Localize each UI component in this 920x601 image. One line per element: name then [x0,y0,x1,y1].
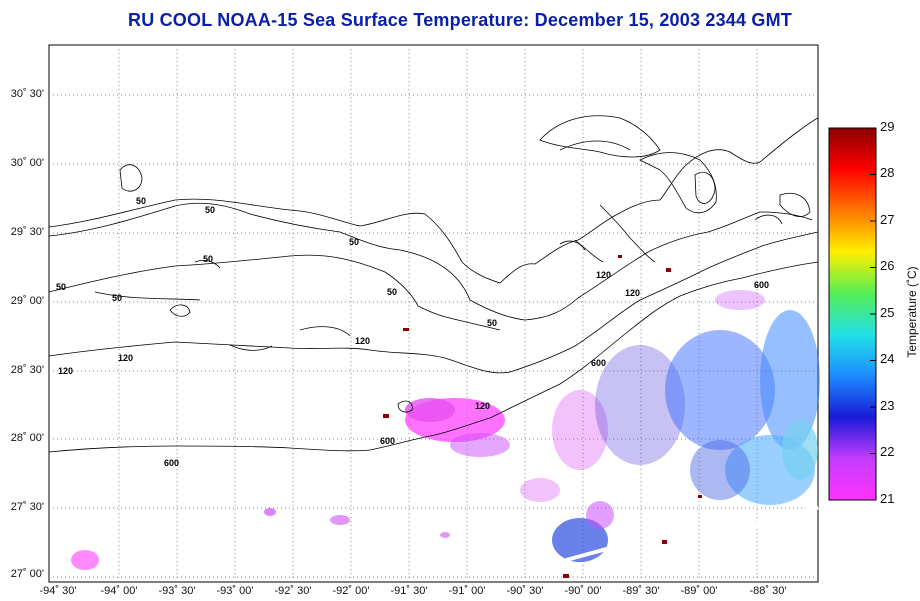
contour-label: 120 [355,336,370,346]
lon-label: -94˚ 00' [100,585,138,597]
lon-label: -92˚ 00' [332,585,370,597]
lat-label: 28˚ 30' [10,364,44,376]
contour-label: 50 [349,237,359,247]
colorbar-tick-label: 23 [880,398,895,413]
lon-label: -91˚ 30' [390,585,428,597]
contour-label: 50 [203,254,213,264]
lon-label: -93˚ 00' [216,585,254,597]
contour-label: 50 [136,196,146,206]
contour-label: 50 [387,287,397,297]
graticule [49,45,818,582]
contour-label: 50 [487,318,497,328]
lon-label: -91˚ 00' [448,585,486,597]
colorbar-tick-label: 29 [880,119,895,134]
lat-label: 30˚ 00' [10,157,44,169]
contour-label: 120 [118,353,133,363]
colorbar-tick-label: 24 [880,351,895,366]
lat-label: 27˚ 00' [10,568,44,580]
colorbar-tick-label: 27 [880,212,895,227]
contour-label: 600 [164,458,179,468]
lon-label: -88˚ 30' [749,585,787,597]
colorbar-tick-label: 26 [880,258,895,273]
map-title: RU COOL NOAA-15 Sea Surface Temperature:… [128,10,792,30]
contour-label: 120 [596,270,611,280]
contour-labels: 50 50 50 50 50 50 50 50 120 120 120 120 120 120 600 600… [56,196,769,468]
colorbar-tick-label: 21 [880,491,895,506]
lon-label: -89˚ 30' [622,585,660,597]
contour-label: 50 [56,282,66,292]
colorbar-tick-label: 25 [880,305,895,320]
contour-label: 50 [205,205,215,215]
lon-label: -89˚ 00' [680,585,718,597]
contour-label: 600 [754,280,769,290]
map-frame [48,44,819,583]
lat-label: 29˚ 00' [10,295,44,307]
lon-label: -93˚ 30' [158,585,196,597]
contour-label: 120 [58,366,73,376]
contour-label: 120 [475,401,490,411]
lat-label: 28˚ 00' [10,432,44,444]
lon-label: -90˚ 30' [506,585,544,597]
lat-label: 30˚ 30' [10,88,44,100]
lon-label: -90˚ 00' [564,585,602,597]
lat-label: 29˚ 30' [10,226,44,238]
lon-label: -92˚ 30' [274,585,312,597]
colorbar-title: Temperature (˚C) [905,266,919,358]
contour-label: 120 [625,288,640,298]
contour-label: 50 [112,293,122,303]
colorbar-tick-label: 28 [880,165,895,180]
sst-data [71,255,820,578]
colorbar-tick-label: 22 [880,444,895,459]
lat-label: 27˚ 30' [10,501,44,513]
contour-label: 600 [591,358,606,368]
contour-label: 600 [380,436,395,446]
isobath-contours [48,115,819,453]
lon-label: -94˚ 30' [39,585,77,597]
